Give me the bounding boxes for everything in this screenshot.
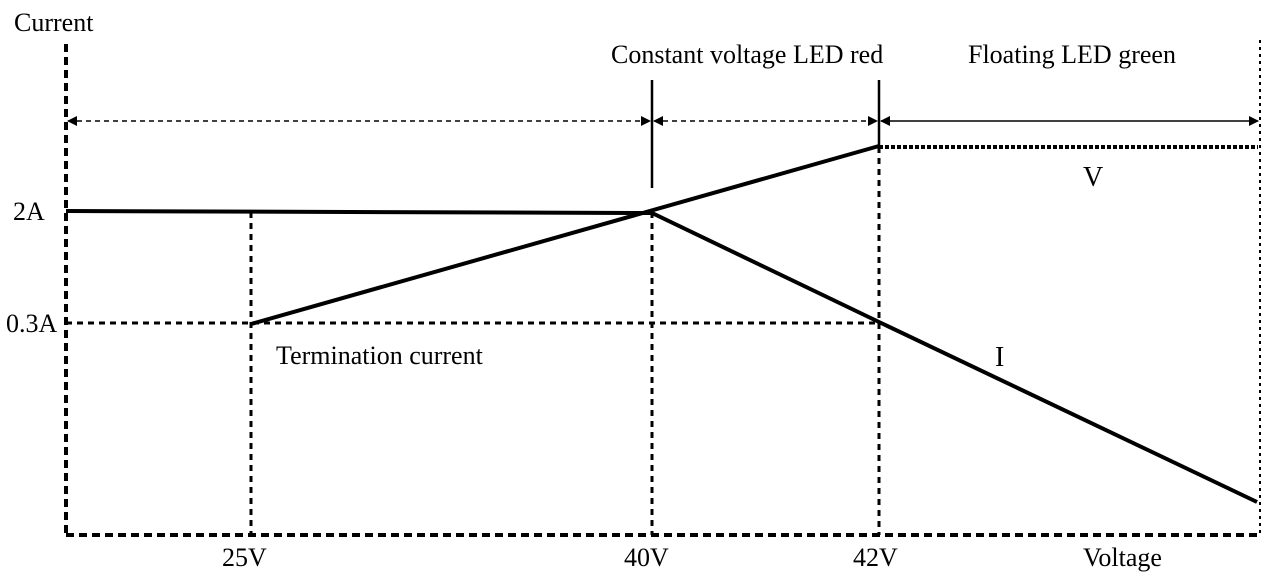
x-tick-label: 42V	[853, 543, 898, 572]
termination-current-annotation: Termination current	[276, 341, 484, 370]
current-curve	[65, 209, 1258, 504]
x-tick-label: 40V	[624, 543, 669, 572]
y-tick-label: 2A	[13, 197, 45, 226]
y-axis-label: Current	[14, 8, 94, 37]
y-tick-label: 0.3A	[6, 309, 58, 338]
phase-label-constant-voltage: Constant voltage LED red	[611, 40, 883, 69]
voltage-curve	[250, 144, 880, 326]
series-label-voltage: V	[1083, 162, 1103, 193]
x-tick-label: 25V	[222, 543, 267, 572]
x-axis-label: Voltage	[1083, 543, 1162, 572]
phase-label-floating: Floating LED green	[968, 40, 1176, 69]
series-label-current: I	[995, 342, 1004, 373]
